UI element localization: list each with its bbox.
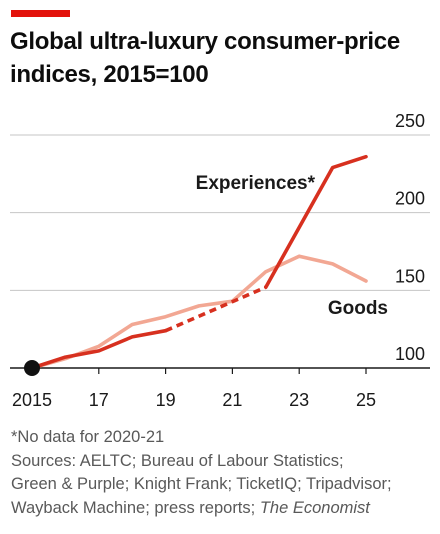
chart-notes: *No data for 2020-21 Sources: AELTC; Bur… [11, 426, 436, 520]
sources-line-3: Wayback Machine; press reports; The Econ… [11, 497, 436, 521]
start-point-marker [24, 360, 40, 376]
chart-title-line-1: Global ultra-luxury consumer-price [10, 28, 400, 55]
chart-title: Global ultra-luxury consumer-price indic… [10, 25, 430, 91]
sources-line-2: Green & Purple; Knight Frank; TicketIQ; … [11, 475, 392, 493]
y-tick-label-100: 100 [395, 344, 425, 364]
x-tick-label-2015: 2015 [12, 390, 52, 410]
x-tick-labels: 2015 17 19 21 23 25 [12, 368, 376, 410]
series-label-experiences: Experiences* [196, 173, 316, 194]
x-tick-label-2017: 17 [89, 390, 109, 410]
series-line-experiences-2 [263, 154, 368, 290]
y-tick-label-200: 200 [395, 189, 425, 209]
y-tick-label-150: 150 [395, 266, 425, 286]
series-line-experiences-dashed [164, 285, 267, 333]
chart-plot: 100 150 200 250 2015 17 19 21 23 25 Experiences*… [10, 111, 430, 410]
y-tick-label-250: 250 [395, 111, 425, 131]
series-line-experiences-1 [30, 328, 168, 370]
x-tick-label-2021: 21 [222, 390, 242, 410]
sources-publication: The Economist [259, 498, 370, 517]
sources-line-3-text: Wayback Machine; press reports; [11, 498, 260, 517]
x-tick-label-2023: 23 [289, 390, 309, 410]
series-labels: Experiences* Goods [196, 173, 388, 319]
series-layer [24, 154, 368, 376]
chart-title-line-2: indices, 2015=100 [10, 61, 209, 88]
brand-accent-bar [11, 10, 70, 17]
x-tick-label-2019: 19 [156, 390, 176, 410]
series-line-goods [30, 254, 368, 370]
series-label-goods: Goods [328, 298, 388, 319]
footnote: *No data for 2020-21 [11, 428, 165, 446]
y-tick-labels: 100 150 200 250 [395, 111, 425, 364]
x-tick-label-2025: 25 [356, 390, 376, 410]
sources-line-1: Sources: AELTC; Bureau of Labour Statist… [11, 451, 344, 470]
grid-layer [10, 134, 430, 369]
